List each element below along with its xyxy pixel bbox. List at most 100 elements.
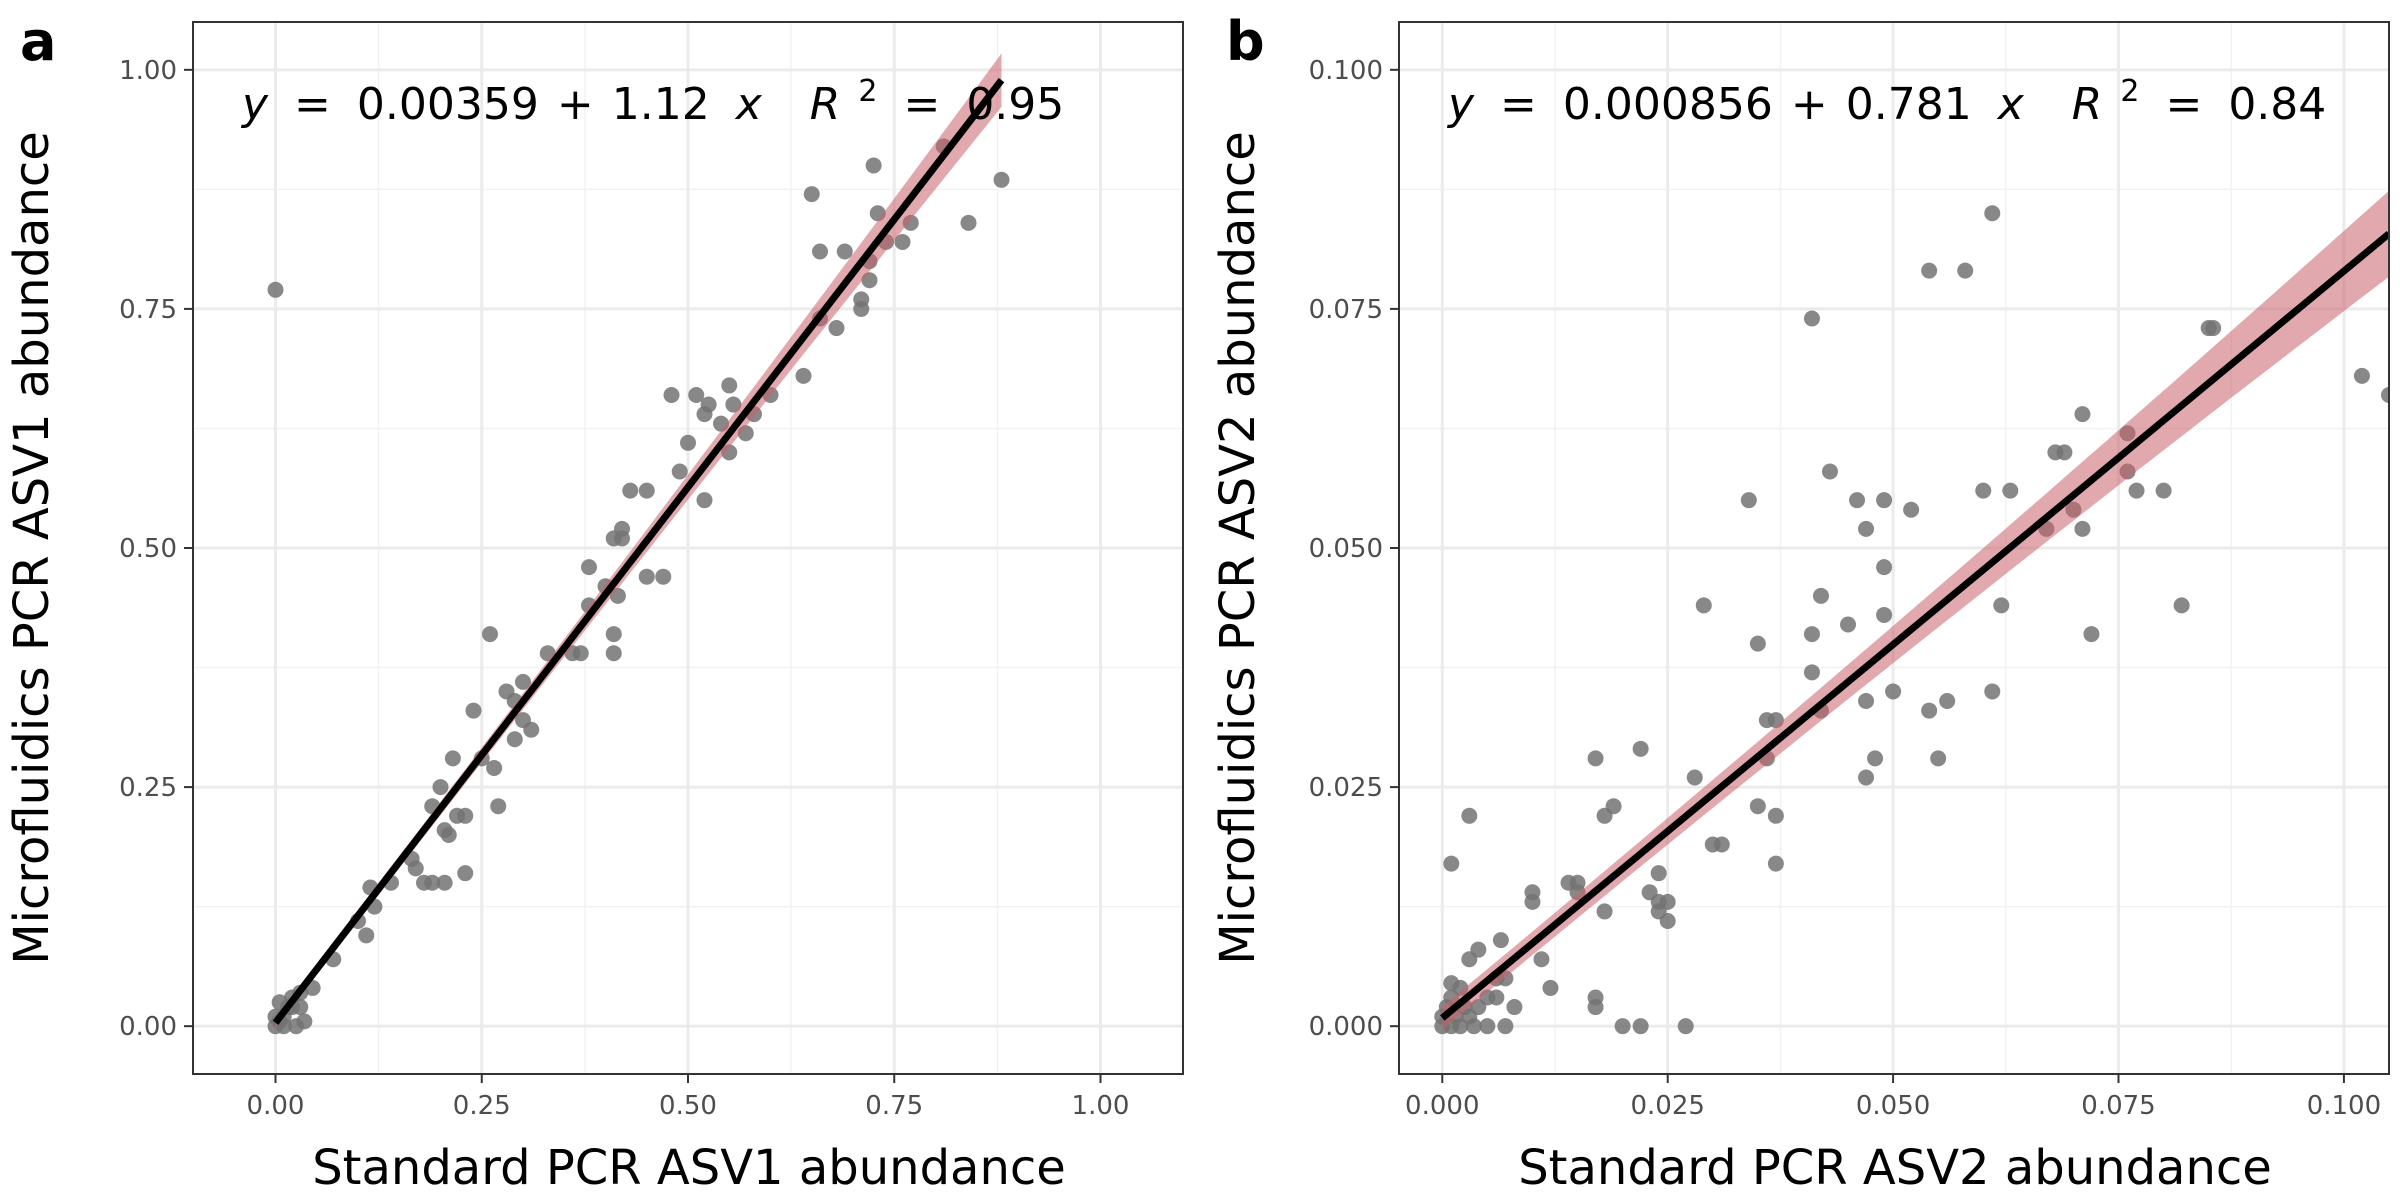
- y-tick-label: 0.75: [119, 295, 177, 325]
- data-point: [1767, 807, 1784, 824]
- data-point: [853, 300, 870, 317]
- regression-line: [272, 78, 1005, 1025]
- regression-equation-a: y = 0.00359 + 1.12 x R 2 = 0.95: [240, 61, 1064, 130]
- data-point: [960, 214, 977, 231]
- eqn-a-intercept: 0.00359: [357, 79, 539, 130]
- data-point: [1659, 893, 1676, 910]
- data-point: [457, 807, 474, 824]
- data-point: [424, 874, 441, 891]
- y-tick-label: 0.050: [1309, 534, 1383, 564]
- x-tick-label: 0.000: [1405, 1091, 1479, 1121]
- data-point: [572, 645, 589, 662]
- data-point: [1596, 903, 1613, 920]
- data-point: [2353, 367, 2370, 384]
- data-point: [1740, 492, 1757, 509]
- data-point: [271, 994, 288, 1011]
- data-point: [1488, 989, 1505, 1006]
- data-point: [2381, 386, 2389, 403]
- data-point: [1659, 912, 1676, 929]
- panel-label-b: b: [1226, 10, 1265, 73]
- x-tick-label: 0.75: [865, 1091, 923, 1121]
- data-point: [482, 626, 498, 643]
- data-point: [1993, 597, 2010, 614]
- x-tick-label: 0.075: [2081, 1091, 2155, 1121]
- y-axis-title-b: Microfluidics PCR ASV2 abundance: [1210, 131, 1266, 965]
- data-point: [1876, 606, 1893, 623]
- y-tick-label: 0.025: [1309, 773, 1383, 803]
- data-point: [1533, 951, 1550, 968]
- eqn-b-intercept: 0.000856: [1563, 79, 1773, 130]
- x-axis-title-b: Standard PCR ASV2 abundance: [1518, 1140, 2272, 1196]
- y-axis-title-a: Microfluidics PCR ASV1 abundance: [4, 131, 60, 965]
- eqn-b-r2-symbol: R: [2072, 79, 2103, 130]
- data-point: [490, 798, 507, 815]
- eqn-b-plus: +: [1791, 79, 1828, 130]
- data-point: [1921, 702, 1938, 719]
- data-point: [1930, 750, 1947, 767]
- data-point: [1821, 463, 1838, 480]
- eqn-b-x: x: [1996, 79, 2025, 130]
- data-point: [2128, 482, 2145, 499]
- eqn-a-x: x: [734, 79, 763, 130]
- data-point: [2173, 597, 2190, 614]
- data-point: [2002, 482, 2019, 499]
- data-point: [1921, 262, 1938, 279]
- data-point: [486, 759, 503, 776]
- data-point: [1903, 501, 1920, 518]
- data-point: [663, 386, 680, 403]
- data-point: [1713, 836, 1730, 853]
- data-point: [436, 874, 453, 891]
- y-tick-label: 0.25: [119, 773, 177, 803]
- data-point: [1497, 1018, 1514, 1035]
- data-point: [700, 396, 717, 413]
- data-point: [1858, 693, 1875, 710]
- eqn-a-r2-symbol: R: [810, 79, 841, 130]
- data-point: [836, 243, 853, 260]
- data-point: [515, 673, 531, 690]
- data-point: [1812, 587, 1829, 604]
- panel-label-a: a: [20, 10, 56, 73]
- eqn-a-plus: +: [557, 79, 594, 130]
- data-point: [1605, 798, 1622, 815]
- data-point: [407, 860, 424, 877]
- regression-equation-b: y = 0.000856 + 0.781 x R 2 = 0.84: [1446, 61, 2326, 130]
- data-point: [828, 320, 845, 337]
- axes-b: 0.000 0.025 0.050 0.075 0.100 0.000 0.025 0.050…: [1309, 56, 2382, 1121]
- data-point: [1876, 559, 1893, 576]
- eqn-b-r2-value: 0.84: [2228, 79, 2326, 130]
- axes-a: 0.00 0.25 0.50 0.75 1.00 0.00 0.25 0.50 0.75 1.00: [119, 56, 1129, 1121]
- eqn-b-r2-eq: =: [2165, 79, 2202, 130]
- data-point: [696, 492, 713, 509]
- data-point: [993, 171, 1010, 188]
- data-point: [865, 157, 882, 174]
- data-point: [1695, 597, 1712, 614]
- x-tick-label: 0.025: [1630, 1091, 1704, 1121]
- data-point: [1614, 1018, 1631, 1035]
- data-point: [688, 386, 705, 403]
- data-point: [1524, 893, 1541, 910]
- data-point: [1975, 482, 1992, 499]
- data-point: [1849, 492, 1866, 509]
- y-tick-label: 0.075: [1309, 295, 1383, 325]
- data-point: [1803, 626, 1820, 643]
- eqn-a-y: y: [240, 79, 269, 130]
- data-point: [680, 434, 696, 451]
- regression-line: [1440, 231, 2389, 1021]
- data-point: [1858, 769, 1875, 786]
- data-point: [1443, 855, 1460, 872]
- eqn-b-y: y: [1446, 79, 1475, 130]
- data-point: [457, 865, 474, 882]
- y-tick-label: 0.50: [119, 534, 177, 564]
- eqn-a-r2-exponent: 2: [858, 74, 877, 109]
- data-point: [1443, 975, 1460, 992]
- y-tick-label: 1.00: [119, 56, 177, 86]
- data-point: [721, 377, 738, 394]
- data-point: [1542, 979, 1559, 996]
- data-point: [1867, 750, 1884, 767]
- data-point: [1803, 310, 1820, 327]
- data-point: [1858, 520, 1875, 537]
- data-point: [803, 186, 820, 203]
- data-point: [581, 559, 597, 576]
- data-point: [1885, 683, 1902, 700]
